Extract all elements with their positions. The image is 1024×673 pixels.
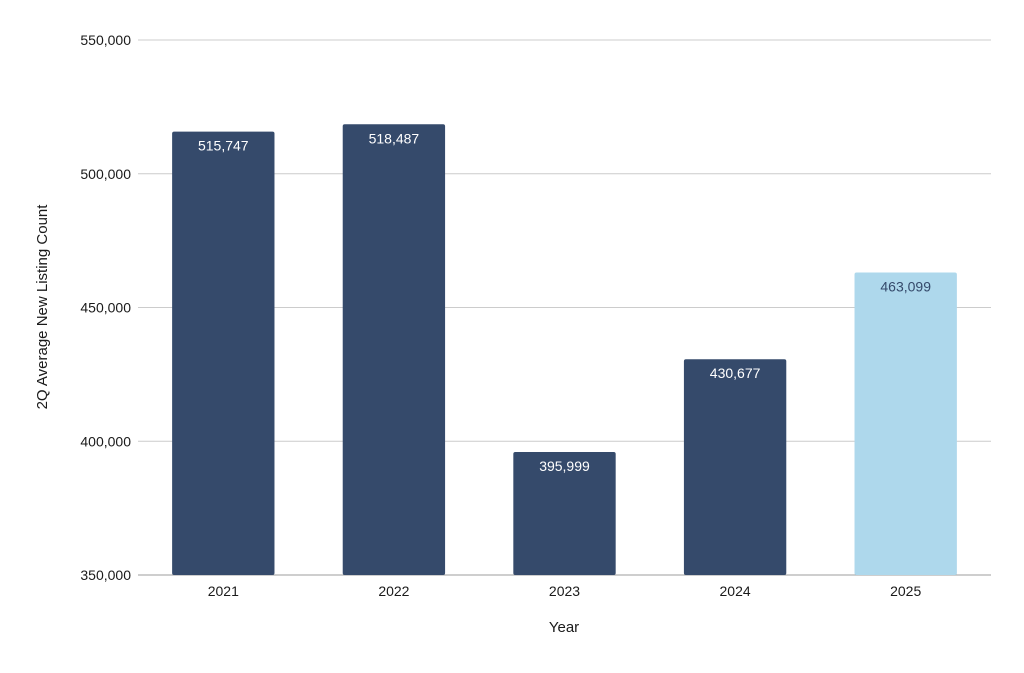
bar-2025 xyxy=(854,272,957,575)
x-tick-label-2022: 2022 xyxy=(378,583,409,599)
x-tick-label-2024: 2024 xyxy=(720,583,751,599)
data-label-2023: 395,999 xyxy=(539,458,590,474)
bars xyxy=(172,124,957,575)
gridlines xyxy=(138,39,991,576)
x-axis-title: Year xyxy=(549,619,579,636)
x-axis-ticks: 2021 2022 2023 2024 2025 xyxy=(208,583,922,599)
bar-2021 xyxy=(172,131,275,575)
data-label-2021: 515,747 xyxy=(198,138,249,154)
y-axis-title: 2Q Average New Listing Count xyxy=(34,204,51,410)
x-tick-label-2025: 2025 xyxy=(890,583,921,599)
bar-2024 xyxy=(683,359,787,575)
x-tick-label-2023: 2023 xyxy=(549,583,580,599)
y-tick-label: 450,000 xyxy=(80,300,131,316)
y-tick-label: 350,000 xyxy=(80,567,131,583)
data-label-2024: 430,677 xyxy=(710,365,761,381)
y-axis-ticks: 350,000 400,000 450,000 500,000 550,000 xyxy=(80,32,131,583)
data-label-2022: 518,487 xyxy=(369,130,420,146)
y-tick-label: 400,000 xyxy=(80,433,131,449)
x-tick-label-2021: 2021 xyxy=(208,583,239,599)
data-label-2025: 463,099 xyxy=(880,278,931,294)
y-tick-label: 550,000 xyxy=(80,32,131,48)
bar-2022 xyxy=(342,124,446,575)
data-labels: 515,747 518,487 395,999 430,677 463,099 xyxy=(198,130,931,474)
bar-2023 xyxy=(513,451,616,575)
y-tick-label: 500,000 xyxy=(80,166,131,182)
